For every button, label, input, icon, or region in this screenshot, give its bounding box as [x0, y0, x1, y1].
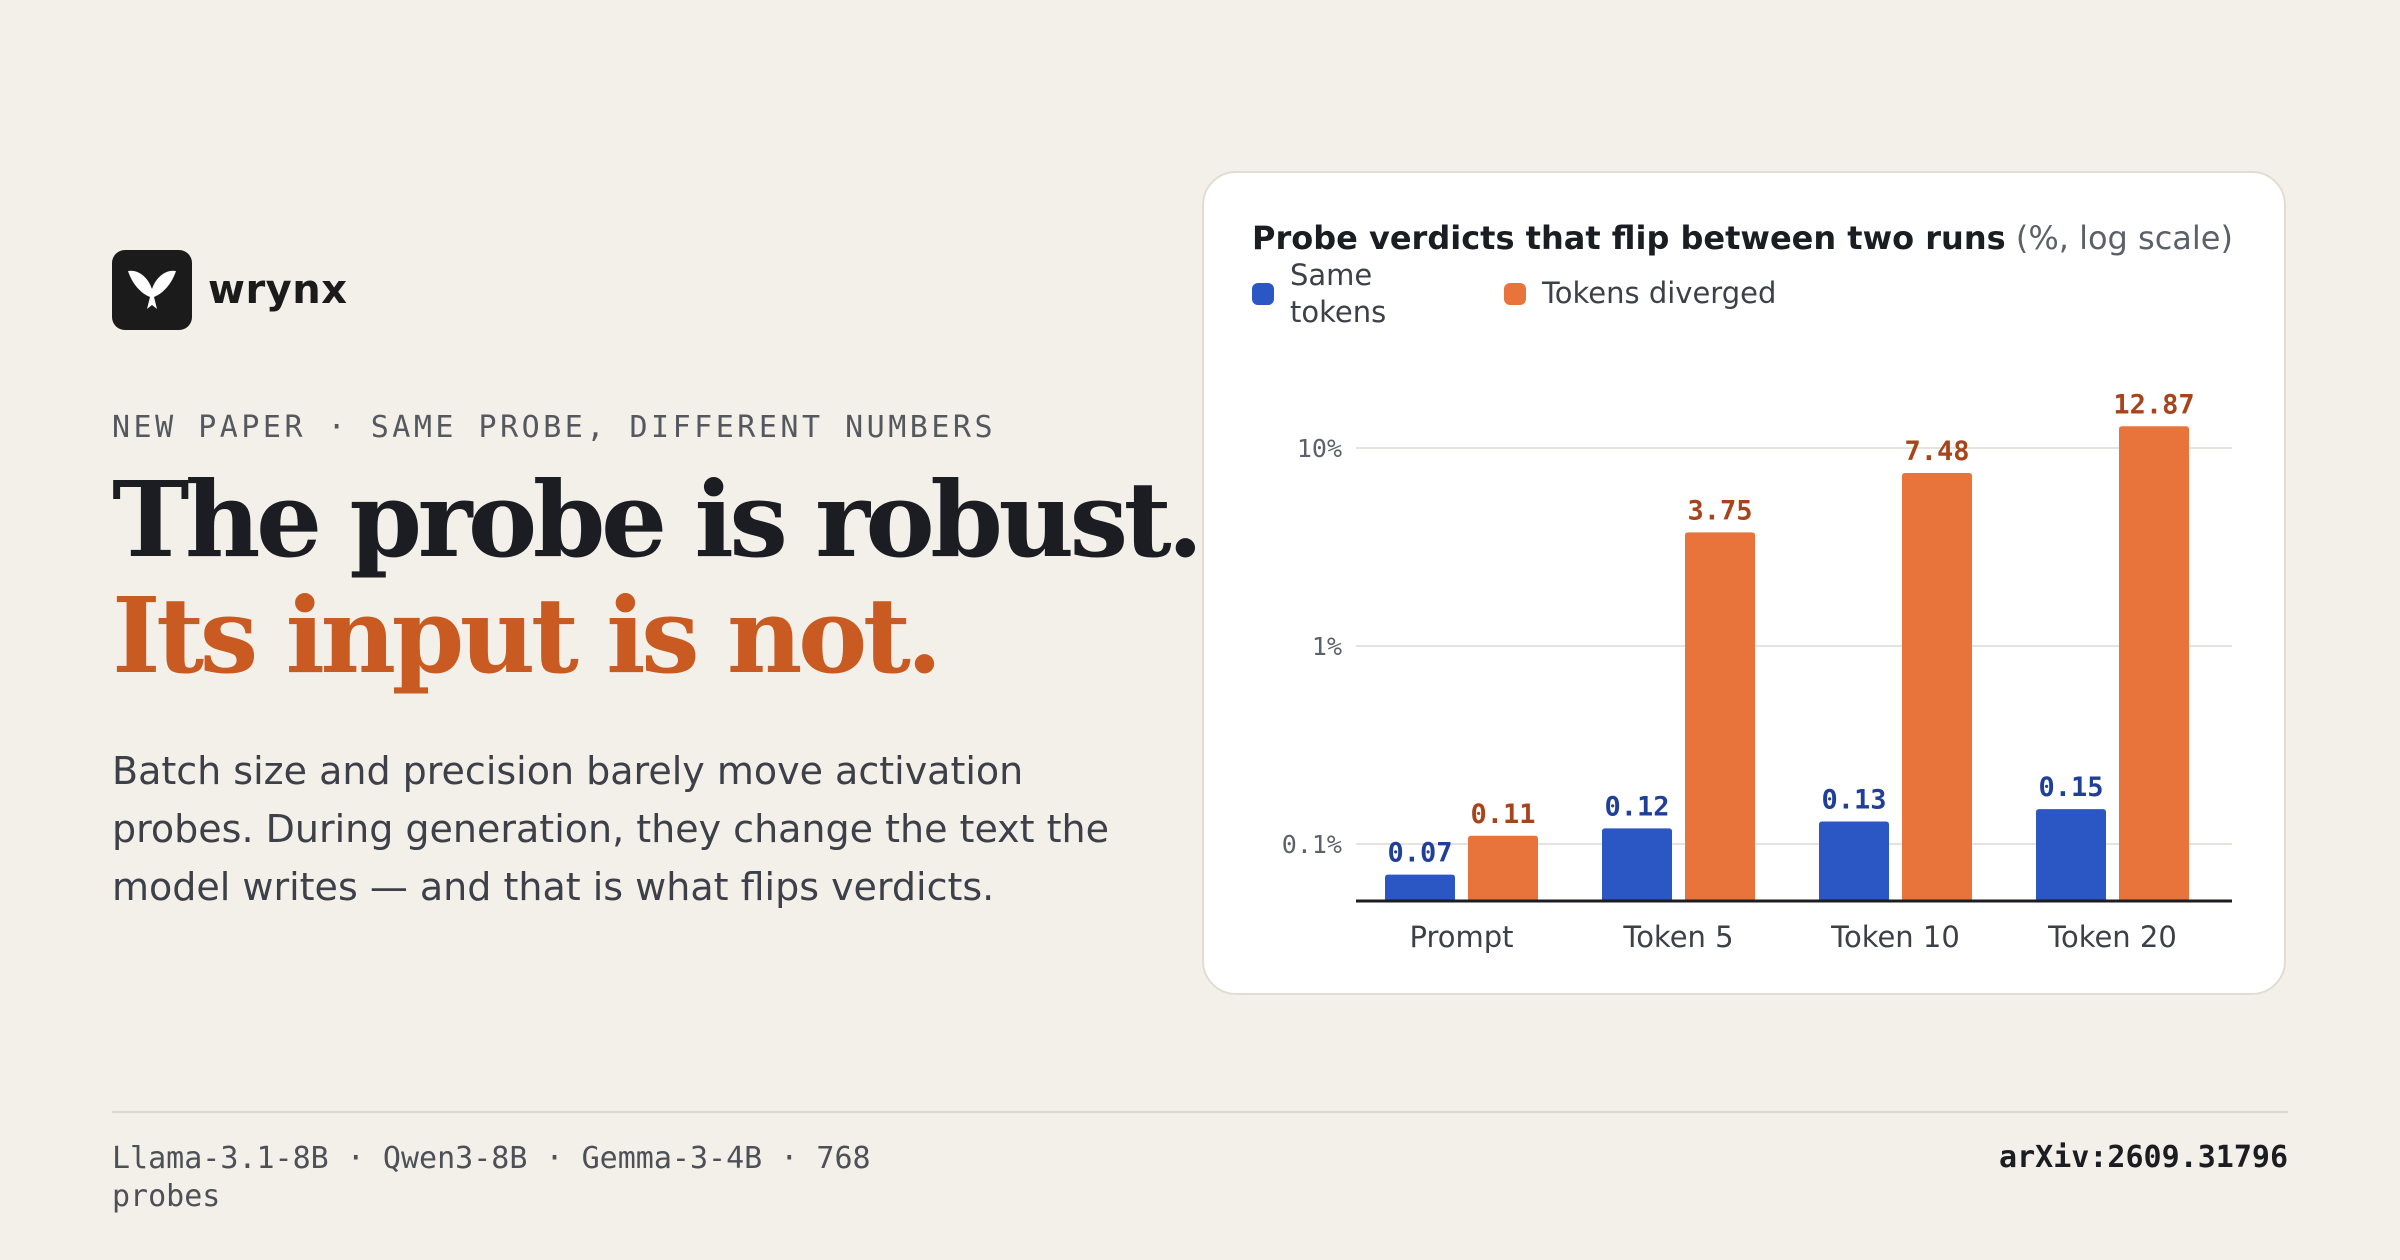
headline: The probe is robust. Its input is not.	[112, 458, 1203, 697]
data-label: 0.15	[2038, 772, 2103, 803]
data-label: 0.11	[1470, 799, 1535, 830]
arxiv-id: arXiv:2609.31796	[1999, 1140, 2288, 1175]
x-tick-label: Prompt	[1409, 920, 1513, 954]
x-tick-label: Token 10	[1830, 920, 1960, 954]
legend-swatch-diverged	[1504, 282, 1526, 305]
data-label: 3.75	[1687, 495, 1752, 526]
data-label: 12.87	[2113, 389, 2194, 420]
bar-diverged	[2119, 426, 2189, 901]
legend-item-diverged: Tokens diverged	[1504, 275, 1776, 312]
chart-title-text: Probe verdicts that flip between two run…	[1252, 219, 2006, 257]
chart-card: Probe verdicts that flip between two run…	[1202, 171, 2286, 995]
legend-label-diverged: Tokens diverged	[1542, 276, 1777, 310]
data-label: 0.12	[1604, 791, 1669, 822]
chart-title: Probe verdicts that flip between two run…	[1252, 219, 2233, 257]
bar-diverged	[1468, 835, 1538, 901]
bar-same	[2036, 809, 2106, 901]
eyebrow: NEW PAPER · SAME PROBE, DIFFERENT NUMBER…	[112, 410, 997, 445]
footer-models: Llama-3.1-8B · Qwen3-8B · Gemma-3-4B · 7…	[112, 1141, 871, 1214]
chart-title-unit: (%, log scale)	[2015, 219, 2233, 257]
legend-item-same: Same tokens	[1252, 257, 1390, 331]
y-tick-label: 10%	[1297, 434, 1342, 463]
bird-logo-icon	[112, 250, 192, 330]
headline-line-2: Its input is not.	[112, 574, 943, 697]
chart-legend: Same tokens Tokens diverged	[1252, 257, 2252, 337]
legend-label-same: Same tokens	[1290, 258, 1387, 329]
bar-same	[1385, 874, 1455, 901]
brand: wrynx	[112, 250, 348, 330]
data-label: 7.48	[1904, 436, 1969, 467]
x-tick-label: Token 5	[1622, 920, 1733, 954]
y-tick-label: 1%	[1312, 632, 1342, 661]
data-label: 0.07	[1387, 838, 1452, 869]
bar-diverged	[1685, 532, 1755, 901]
lede: Batch size and precision barely move act…	[112, 749, 1109, 909]
bar-same	[1819, 821, 1889, 901]
bar-chart: 0.1% 1% 10% 0.07 0.11 Prompt 0.12 3.75 Token 5 0.…	[1282, 389, 2232, 954]
bar-same	[1602, 828, 1672, 901]
bar-diverged	[1902, 472, 1972, 901]
x-tick-label: Token 20	[2047, 920, 2177, 954]
data-label: 0.13	[1821, 784, 1886, 815]
footer-divider	[112, 1111, 2288, 1113]
y-tick-label: 0.1%	[1282, 830, 1342, 859]
brand-name: wrynx	[208, 267, 348, 313]
legend-swatch-same	[1252, 283, 1274, 305]
headline-line-1: The probe is robust.	[112, 458, 1203, 581]
